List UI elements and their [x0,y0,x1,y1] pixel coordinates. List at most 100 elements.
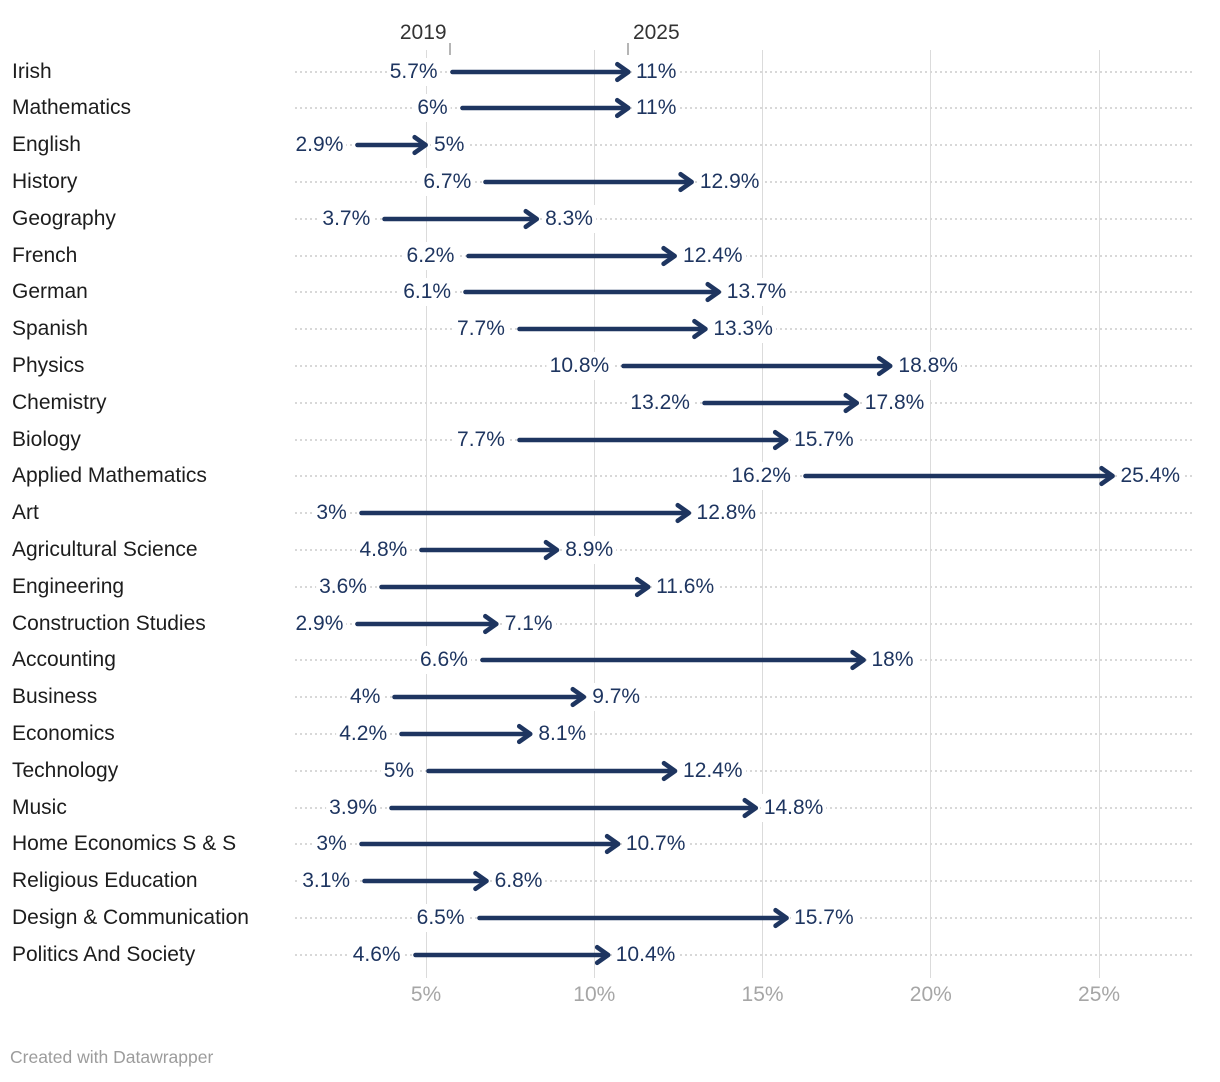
start-value-label: 5% [380,756,418,785]
row-guide-dotted-line [295,843,1192,846]
trend-arrow [382,208,540,229]
trend-arrow [389,797,759,818]
row-label: Business [12,685,98,709]
column-header-2025: 2025 [632,21,680,44]
start-value-label: 3.1% [299,867,354,896]
row-guide-dotted-line [295,144,1192,147]
start-value-label: 3.7% [319,204,374,233]
row-guide-dotted-line [295,107,1192,110]
row-label: Technology [12,758,119,782]
end-value-label: 8.3% [542,204,596,233]
start-value-label: 7.7% [454,425,508,454]
row-label: Construction Studies [12,611,206,635]
end-value-label: 8.1% [535,719,590,748]
start-value-label: 6.7% [420,167,475,196]
row-label: Agricultural Science [12,537,198,561]
row-label: Mathematics [12,96,132,120]
start-value-label: 3.6% [316,572,370,601]
end-value-label: 13.3% [710,315,776,344]
end-value-label: 15.7% [791,425,857,454]
axis-tick-label: 10% [573,983,616,1006]
row-label: Biology [12,427,81,451]
row-label: Art [12,501,39,525]
trend-arrow [358,502,691,524]
end-value-label: 12.4% [680,241,746,270]
row-guide-dotted-line [295,548,1192,551]
row-label: Applied Mathematics [12,464,207,488]
end-value-label: 18.8% [895,351,961,380]
row-label: Chemistry [12,390,107,414]
trend-arrow [392,686,587,708]
trend-arrow [449,61,631,82]
start-value-label: 7.7% [454,315,508,344]
trend-arrow [412,944,611,965]
start-value-label: 6.5% [413,903,468,932]
header-tick-2025 [626,43,629,55]
trend-arrow [419,539,560,560]
start-value-label: 3% [313,499,350,528]
start-value-label: 6% [414,94,451,123]
end-value-label: 12.9% [696,167,763,196]
row-guide-dotted-line [295,70,1192,73]
end-value-label: 12.4% [680,756,746,785]
trend-arrow [476,907,789,928]
axis-tick-label: 5% [410,983,442,1006]
axis-tick-label: 25% [1078,983,1121,1006]
trend-arrow [483,171,695,192]
row-guide-dotted-line [295,880,1192,883]
credit-footer: Created with Datawrapper [10,1047,214,1067]
end-value-label: 7.1% [501,609,556,638]
trend-arrow [480,650,866,671]
end-value-label: 10.4% [612,940,679,969]
row-label: Irish [12,59,52,83]
row-label: Music [12,795,67,819]
row-guide-dotted-line [295,732,1192,735]
row-label: Accounting [12,648,116,672]
end-value-label: 11% [632,94,680,123]
start-value-label: 3.9% [326,793,381,822]
end-value-label: 15.7% [791,903,857,932]
trend-arrow [517,429,789,450]
end-value-label: 10.7% [622,830,689,859]
row-label: Home Economics S & S [12,832,237,856]
row-label: Spanish [12,317,88,341]
end-value-label: 13.7% [723,278,790,307]
end-value-label: 14.8% [760,793,827,822]
trend-arrow [702,392,860,413]
axis-tick-label: 20% [909,983,952,1006]
trend-arrow [803,466,1115,487]
trend-arrow [355,613,500,634]
trend-arrow [426,760,678,781]
end-value-label: 18% [868,646,917,675]
end-value-label: 11% [632,57,680,86]
start-value-label: 13.2% [627,388,693,417]
end-value-label: 25.4% [1117,462,1184,491]
end-value-label: 5% [431,131,468,160]
row-label: Politics And Society [12,942,196,966]
row-label: History [12,169,78,193]
end-value-label: 8.9% [562,535,617,564]
row-guide-dotted-line [295,696,1192,699]
trend-arrow [459,98,631,119]
row-label: Geography [12,206,116,230]
row-label: French [12,243,78,267]
start-value-label: 2.9% [292,131,347,160]
trend-arrow [379,576,651,597]
start-value-label: 4.6% [349,940,404,969]
axis-tick-label: 15% [741,983,784,1006]
start-value-label: 6.2% [403,241,458,270]
header-tick-2019 [448,43,451,55]
trend-arrow [362,870,489,892]
start-value-label: 4% [347,683,384,712]
trend-arrow [358,834,621,855]
trend-arrow [399,723,533,744]
trend-arrow [517,318,708,340]
trend-arrow [621,355,893,376]
start-value-label: 2.9% [292,609,347,638]
start-value-label: 4.2% [336,719,391,748]
row-label: Economics [12,721,115,745]
row-label: Design & Communication [12,905,249,929]
row-guide-dotted-line [295,622,1192,625]
start-value-label: 5.7% [386,57,441,86]
